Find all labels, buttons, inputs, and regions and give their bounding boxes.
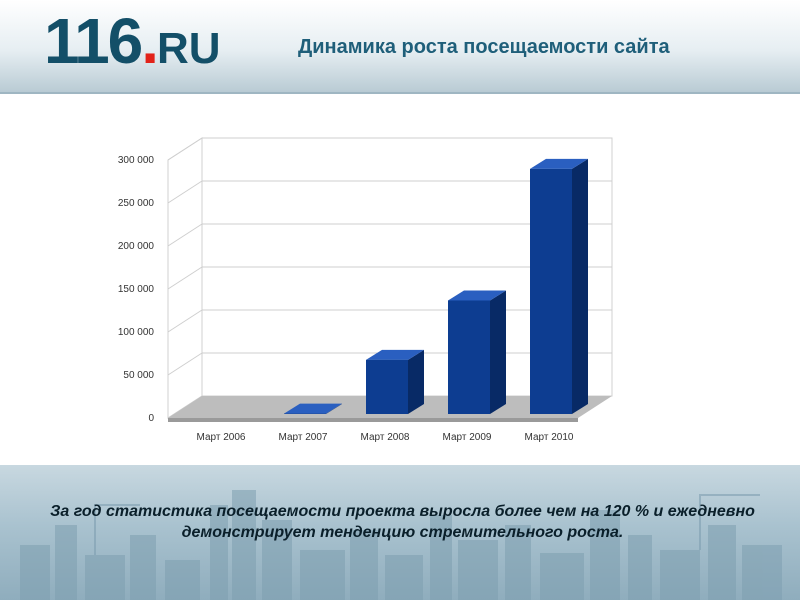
header-bar: 116.RU Динамика роста посещаемости сайта	[0, 0, 800, 94]
site-logo[interactable]: 116.RU	[44, 6, 221, 76]
y-tick-label: 200 000	[118, 241, 155, 252]
summary-text: За год статистика посещаемости проекта в…	[50, 503, 755, 541]
city-skyline-image	[20, 490, 782, 600]
y-tick-label: 0	[148, 413, 154, 424]
gridline-side	[167, 352, 203, 376]
gridline-side	[167, 137, 203, 161]
bar-side	[408, 349, 424, 414]
bar	[530, 168, 572, 414]
chart-floor-edge	[168, 418, 578, 422]
slide-title: Динамика роста посещаемости сайта	[298, 36, 670, 58]
bar-side	[326, 403, 342, 414]
bar	[366, 359, 408, 414]
footer-panel: За год статистика посещаемости проекта в…	[0, 465, 800, 600]
x-tick-label: Март 2006	[197, 432, 246, 443]
y-tick-label: 150 000	[118, 284, 155, 295]
y-tick-label: 100 000	[118, 327, 155, 338]
logo-dot: .	[141, 5, 159, 77]
bar-top	[366, 349, 424, 360]
gridline-side	[167, 180, 203, 204]
y-tick-label: 250 000	[118, 198, 155, 209]
x-tick-label: Март 2008	[361, 432, 410, 443]
bar-top	[448, 290, 506, 301]
y-tick-label: 300 000	[118, 155, 155, 166]
x-tick-label: Март 2007	[279, 432, 328, 443]
visits-chart: 0 50 000 100 000 150 000 200 000 250 000 300 0…	[100, 130, 640, 460]
bar	[448, 300, 490, 414]
logo-suffix: RU	[157, 24, 221, 73]
x-tick-label: Март 2010	[525, 432, 574, 443]
x-tick-label: Март 2009	[443, 432, 492, 443]
logo-number: 116	[44, 5, 143, 77]
bar-top	[530, 158, 588, 169]
gridline-side	[167, 223, 203, 247]
bar-top	[284, 403, 342, 414]
chart-svg: 0 50 000 100 000 150 000 200 000 250 000 300 0…	[118, 137, 613, 443]
y-tick-label: 50 000	[123, 370, 154, 381]
bar-side	[572, 158, 588, 414]
gridline-side	[167, 266, 203, 290]
gridline-side	[167, 309, 203, 333]
bar-side	[490, 290, 506, 414]
